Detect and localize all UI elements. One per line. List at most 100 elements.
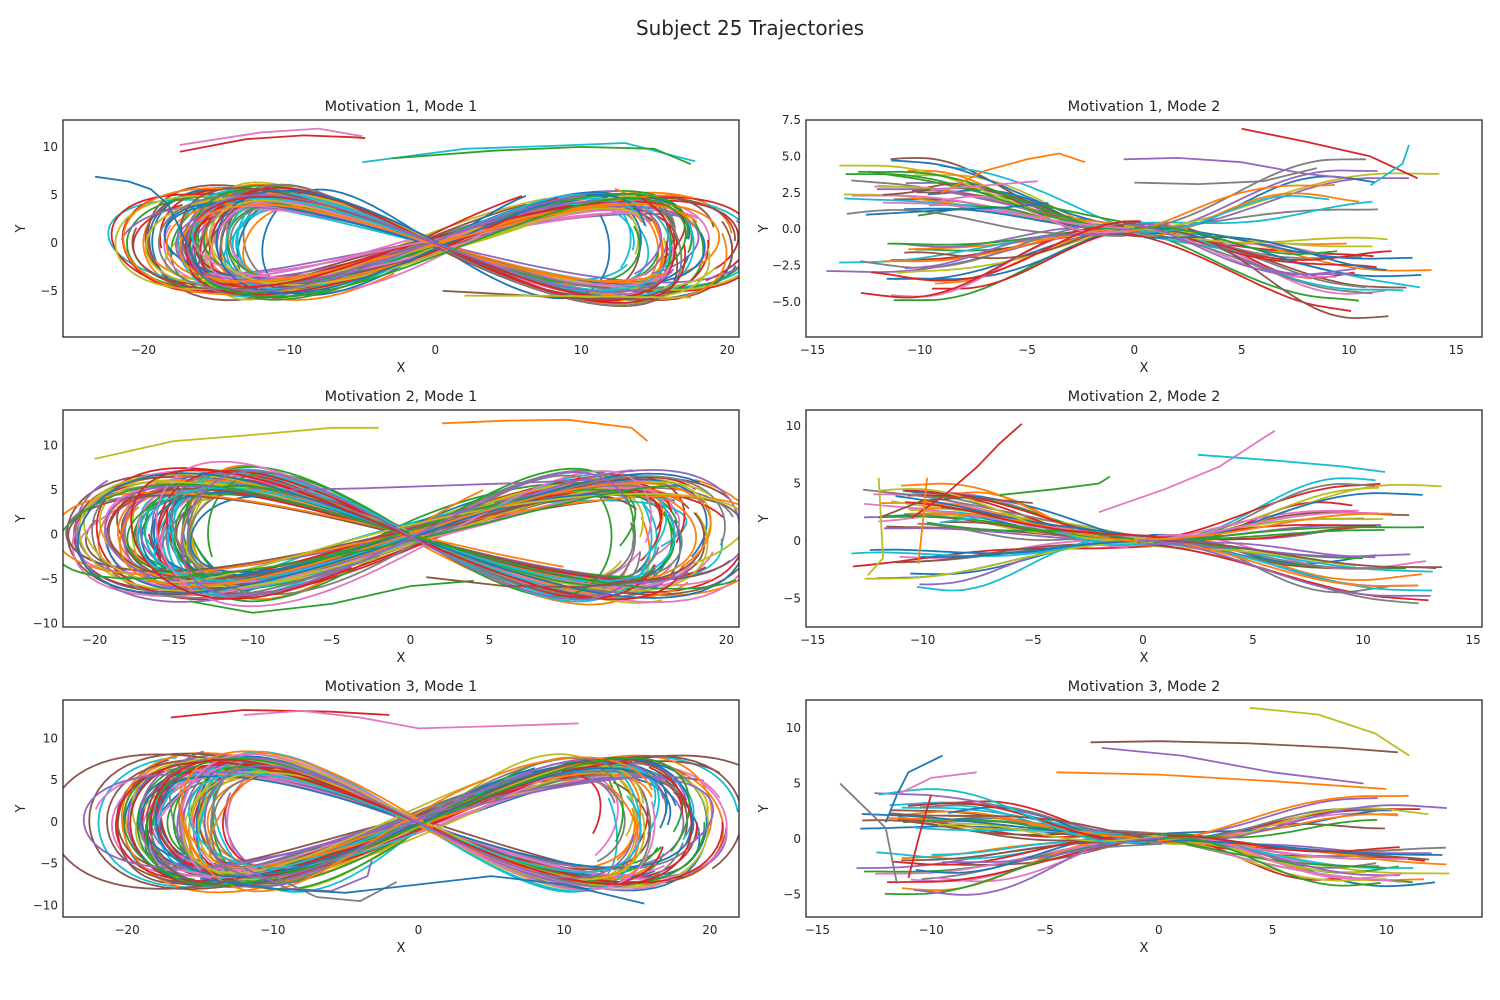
series-line-2 bbox=[1098, 429, 1276, 514]
x-tick-label: −10 bbox=[260, 923, 285, 937]
trajectory-line bbox=[221, 769, 602, 873]
trajectory-line bbox=[1146, 526, 1425, 544]
trajectory-line bbox=[883, 527, 1132, 542]
series-line-2 bbox=[1123, 156, 1349, 180]
trajectory-line bbox=[118, 482, 712, 587]
subplot-3: −20 −15 −10 −5 0 5 10 15 20 −10 −5 0 5 10 Motivation 2… bbox=[14, 389, 740, 666]
trajectory-line bbox=[180, 750, 653, 893]
trajectory-line bbox=[942, 837, 1164, 864]
subplot-title: Motivation 3, Mode 2 bbox=[1068, 679, 1221, 695]
series-line-2 bbox=[179, 134, 366, 153]
trajectory-line bbox=[140, 775, 695, 869]
trajectory-line bbox=[178, 203, 694, 283]
subplot-2: −15 −10 −5 0 5 10 15 −5.0 −2.5 0.0 2.5 5.0 7.5 Motiva… bbox=[757, 99, 1483, 376]
trajectory-line bbox=[155, 767, 677, 878]
series-line-1 bbox=[940, 152, 1086, 194]
trajectory-line bbox=[210, 757, 621, 887]
trajectory-line bbox=[1134, 226, 1338, 256]
x-tick-label: 0 bbox=[1139, 633, 1147, 647]
x-tick-label: −20 bbox=[82, 633, 107, 647]
trajectory-line bbox=[891, 500, 1153, 540]
x-tick-label: −5 bbox=[1036, 923, 1054, 937]
trajectory-line bbox=[83, 480, 739, 583]
axes-frame bbox=[62, 119, 740, 338]
trajectory-line bbox=[1135, 539, 1419, 587]
x-tick-label: 0 bbox=[431, 343, 439, 357]
y-tick-label: −5 bbox=[783, 888, 801, 902]
trajectory-line bbox=[1124, 232, 1352, 312]
series-line-4 bbox=[442, 418, 648, 442]
y-tick-label: −5 bbox=[783, 591, 801, 605]
x-tick-label: 15 bbox=[640, 633, 655, 647]
x-tick-label: 10 bbox=[1355, 633, 1370, 647]
axes-frame bbox=[805, 409, 1483, 628]
trajectory-line bbox=[878, 788, 1147, 844]
trajectory-line bbox=[180, 753, 656, 891]
trajectory-line bbox=[1146, 482, 1381, 541]
plot-area bbox=[851, 423, 1443, 605]
x-tick-label: −10 bbox=[240, 633, 265, 647]
trajectory-line bbox=[1137, 542, 1429, 602]
trajectory-line bbox=[1137, 539, 1431, 597]
trajectory-line bbox=[203, 764, 635, 879]
series-line-5 bbox=[878, 496, 1033, 519]
series-line-4 bbox=[1101, 747, 1364, 785]
trajectory-line bbox=[882, 227, 1129, 263]
series-line-4 bbox=[170, 709, 390, 719]
y-tick-label: 10 bbox=[786, 721, 801, 735]
trajectory-line bbox=[1124, 183, 1335, 233]
series-line-7 bbox=[907, 794, 933, 879]
y-axis-label: Y bbox=[757, 804, 772, 813]
series-line-1 bbox=[94, 175, 204, 277]
y-tick-label: −5 bbox=[40, 284, 58, 298]
trajectory-line bbox=[1157, 794, 1409, 842]
y-tick-label: 2.5 bbox=[782, 186, 801, 200]
plot-area bbox=[63, 418, 739, 614]
trajectory-line bbox=[858, 170, 1132, 232]
subplot-5: −20 −10 0 10 20 −10 −5 0 5 10 Motivation 3, Mode 1… bbox=[14, 679, 740, 956]
x-tick-label: 0 bbox=[407, 633, 415, 647]
trajectory-line bbox=[1137, 195, 1330, 233]
series-line-7 bbox=[1369, 144, 1410, 187]
x-tick-label: 20 bbox=[720, 343, 735, 357]
axes-frame bbox=[805, 699, 1483, 918]
x-tick-label: 0 bbox=[1131, 343, 1139, 357]
series-line-2 bbox=[1249, 706, 1410, 757]
trajectory-line bbox=[905, 501, 1155, 537]
x-tick-label: −15 bbox=[161, 633, 186, 647]
x-tick-label: 15 bbox=[1466, 633, 1481, 647]
series-line-3 bbox=[94, 426, 379, 460]
trajectory-line bbox=[937, 823, 1160, 842]
series-line-8 bbox=[896, 771, 977, 796]
trajectory-line bbox=[888, 812, 1167, 843]
trajectory-line bbox=[938, 195, 1133, 234]
x-tick-label: 10 bbox=[557, 923, 572, 937]
series-line-6 bbox=[884, 754, 943, 823]
trajectory-line bbox=[910, 512, 1146, 543]
trajectory-line bbox=[882, 201, 1139, 230]
trajectory-line bbox=[76, 472, 739, 599]
trajectory-line bbox=[1130, 512, 1393, 541]
x-tick-label: 5 bbox=[486, 633, 494, 647]
x-axis-label: X bbox=[397, 651, 406, 666]
series-line-1 bbox=[911, 423, 1023, 519]
x-tick-label: 5 bbox=[1238, 343, 1246, 357]
axes-frame bbox=[62, 409, 740, 628]
trajectory-line bbox=[1144, 229, 1389, 320]
trajectory-line bbox=[1129, 158, 1366, 230]
x-tick-label: −10 bbox=[910, 633, 935, 647]
trajectory-line bbox=[186, 193, 675, 294]
trajectory-line bbox=[904, 233, 1124, 270]
y-tick-label: −10 bbox=[33, 616, 58, 630]
y-tick-label: −2.5 bbox=[772, 259, 801, 273]
series-line-2 bbox=[426, 567, 656, 588]
trajectory-line bbox=[181, 470, 630, 601]
trajectory-line bbox=[871, 220, 1141, 282]
y-tick-label: 5 bbox=[50, 773, 58, 787]
y-tick-label: 10 bbox=[43, 731, 58, 745]
x-tick-label: 10 bbox=[1341, 343, 1356, 357]
x-tick-label: −10 bbox=[919, 923, 944, 937]
series-line-6 bbox=[930, 180, 1038, 191]
trajectory-line bbox=[897, 227, 1133, 274]
series-line-3 bbox=[199, 875, 645, 905]
